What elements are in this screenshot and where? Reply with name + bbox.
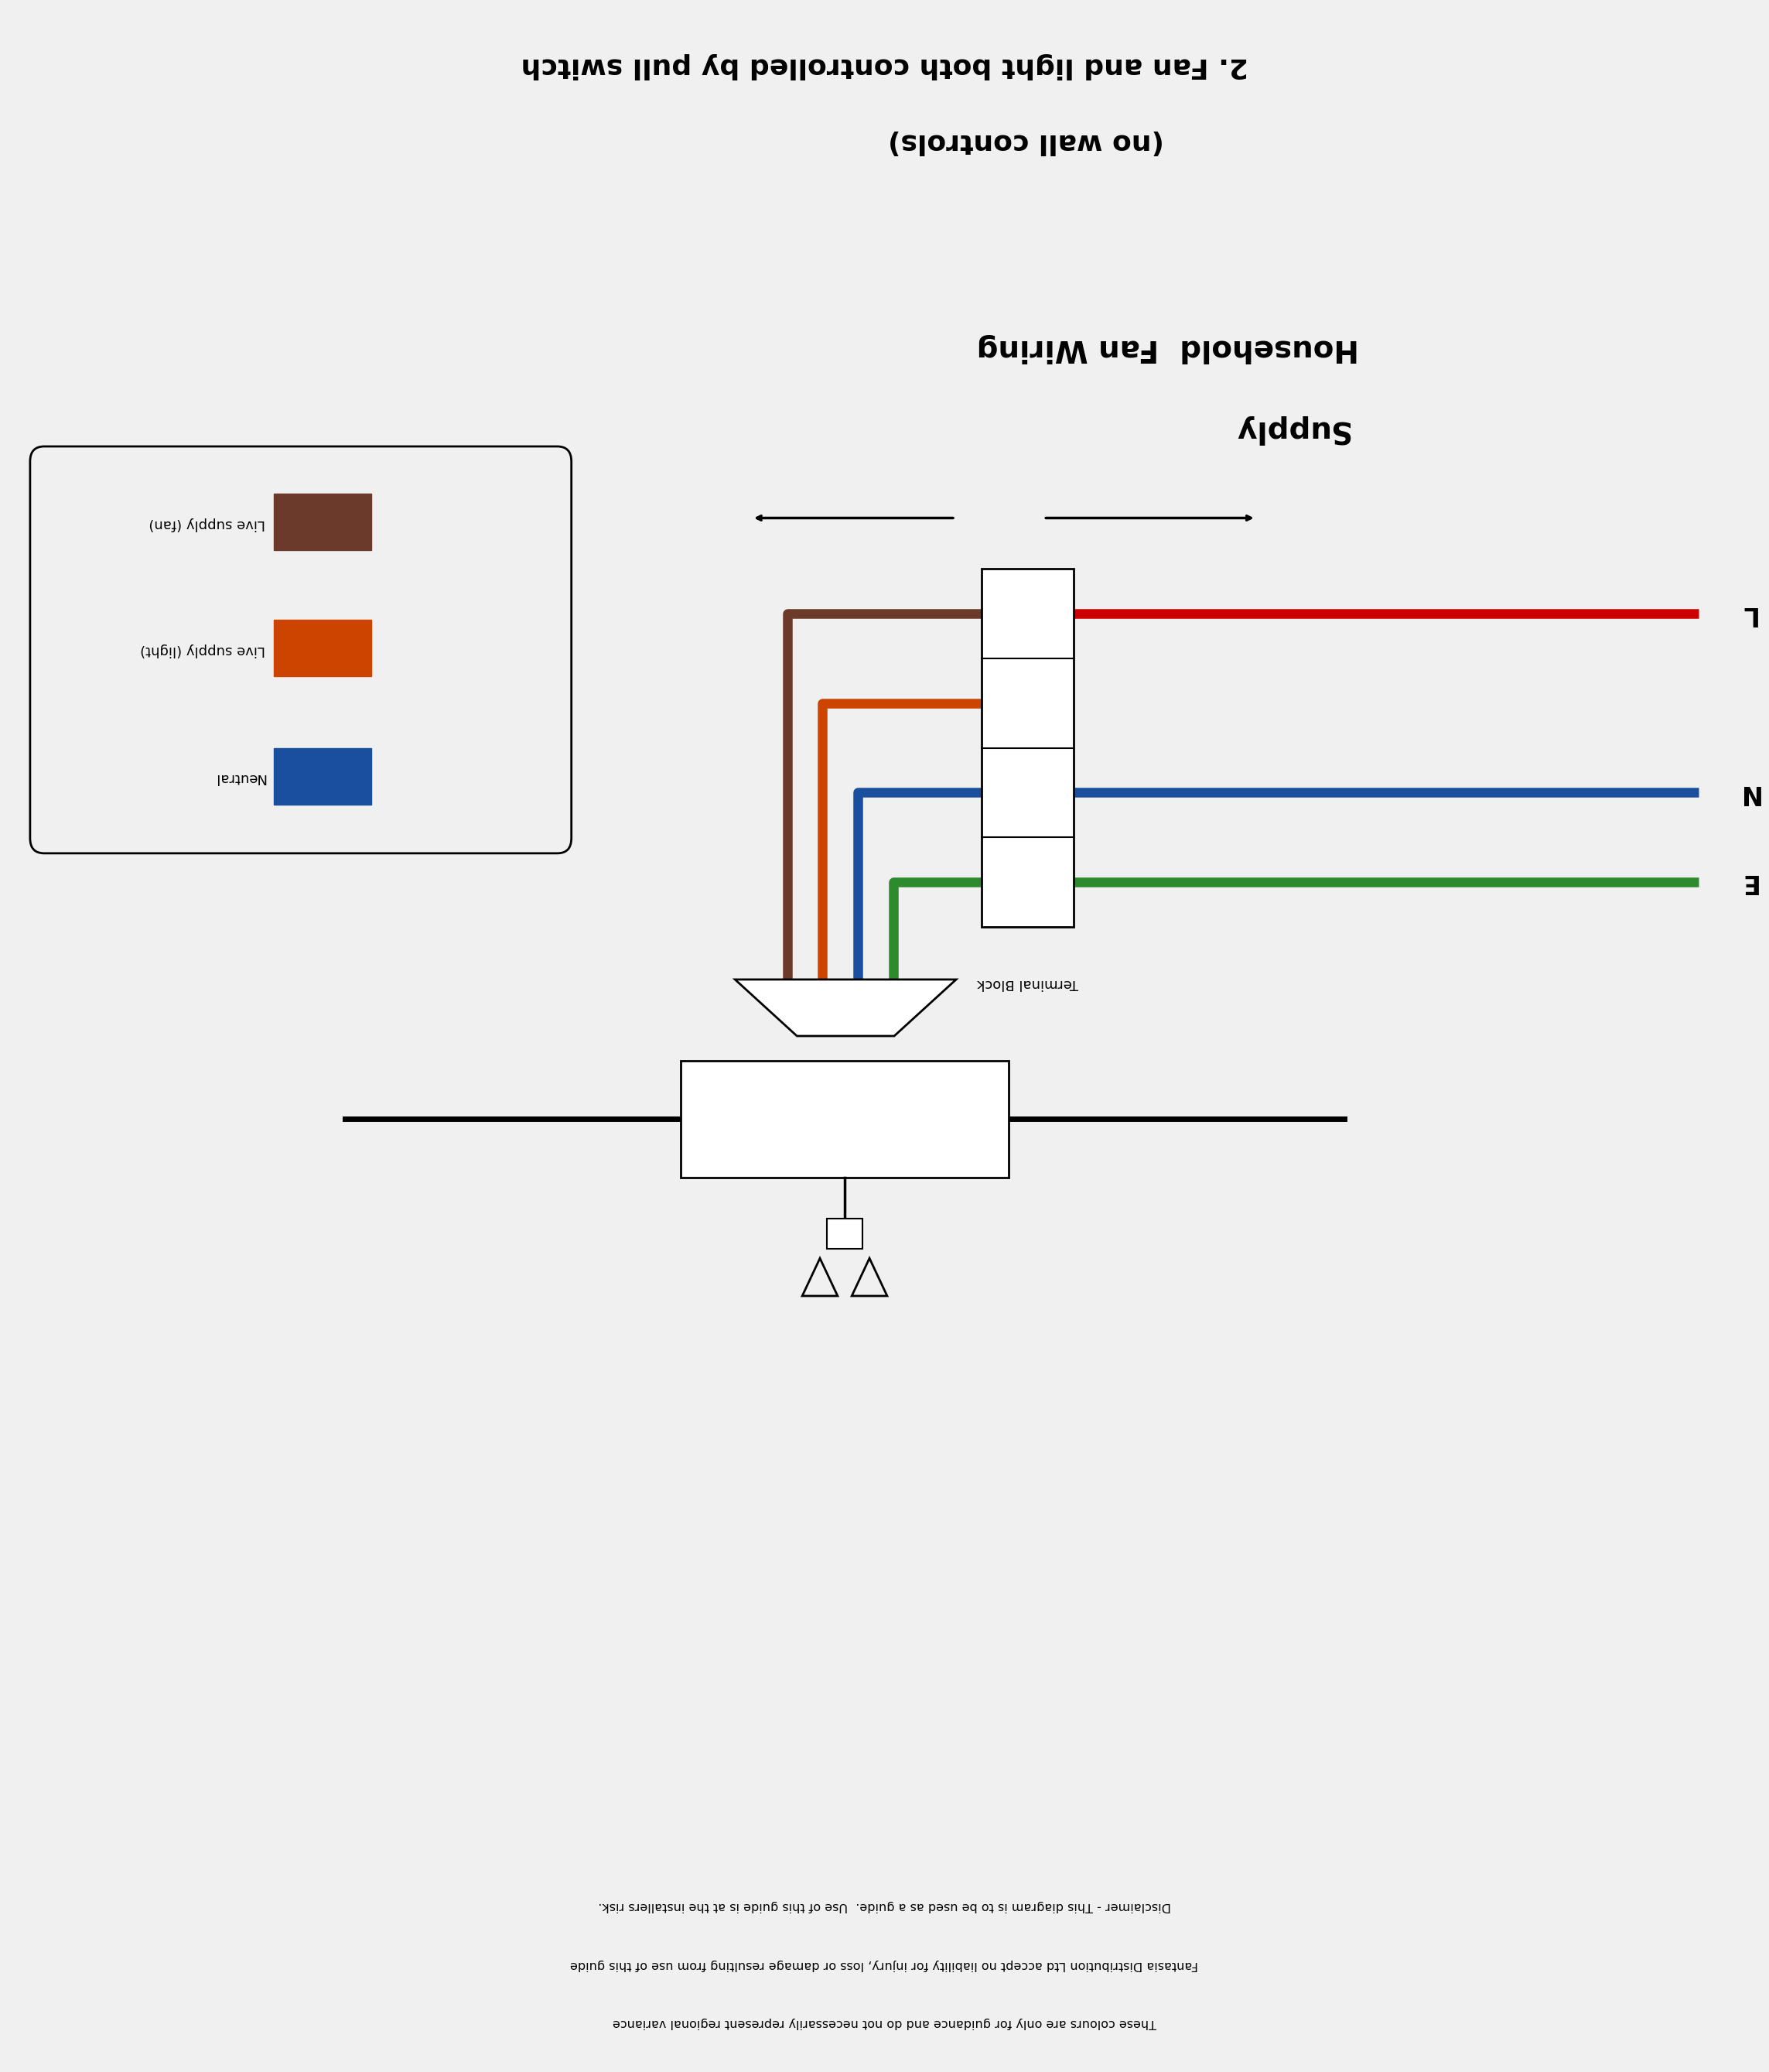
Text: Fantasia Distribution Ltd accept no liability for injury, loss or damage resulti: Fantasia Distribution Ltd accept no liab… — [570, 1958, 1199, 1970]
Text: N: N — [1737, 779, 1758, 806]
Text: Terminal Block: Terminal Block — [976, 976, 1079, 990]
Text: E: E — [1739, 870, 1757, 895]
Text: 2. Fan and light both controlled by pull switch: 2. Fan and light both controlled by pull… — [520, 52, 1249, 79]
Text: These colours are only for guidance and do not necessarily represent regional va: These colours are only for guidance and … — [612, 2018, 1157, 2028]
Bar — [274, 748, 371, 804]
Text: Disclaimer - This diagram is to be used as a guide.  Use of this guide is at the: Disclaimer - This diagram is to be used … — [598, 1900, 1171, 1912]
Text: L1: L1 — [1021, 607, 1035, 620]
Text: N: N — [1024, 787, 1031, 798]
Bar — [274, 620, 371, 675]
Bar — [982, 570, 1074, 926]
Bar — [274, 493, 371, 549]
Text: Live supply (fan): Live supply (fan) — [149, 516, 265, 530]
Text: Household  Fan Wiring: Household Fan Wiring — [976, 334, 1359, 363]
Polygon shape — [736, 980, 955, 1036]
Text: Neutral: Neutral — [214, 771, 265, 785]
FancyBboxPatch shape — [30, 445, 571, 854]
Bar — [826, 1218, 863, 1249]
Text: L2: L2 — [1021, 698, 1035, 709]
Bar — [681, 1061, 1008, 1177]
Text: Live supply (light): Live supply (light) — [140, 642, 265, 657]
Text: Supply: Supply — [1233, 414, 1350, 443]
Text: (no wall controls): (no wall controls) — [888, 128, 1164, 155]
Text: E: E — [1024, 876, 1031, 887]
Text: L: L — [1739, 601, 1757, 626]
